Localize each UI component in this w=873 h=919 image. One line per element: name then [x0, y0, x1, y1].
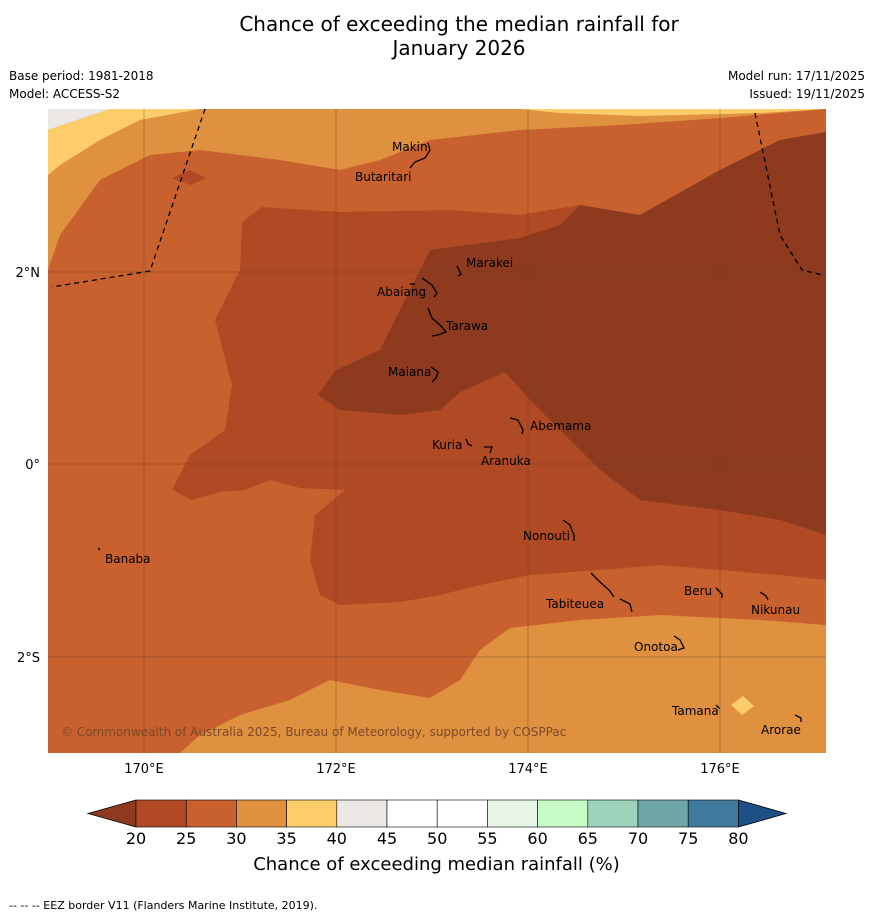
label-tamana: Tamana	[671, 704, 719, 718]
colorbar-tick-label: 45	[377, 829, 397, 848]
zone-35-40-nw	[48, 109, 200, 175]
label-beru: Beru	[684, 584, 712, 598]
y-tick-2s: 2°S	[17, 651, 40, 666]
issued-date: Issued: 19/11/2025	[749, 87, 865, 101]
label-tarawa: Tarawa	[445, 319, 488, 333]
axis-labels: 170°E 172°E 174°E 176°E 2°N 0° 2°S	[16, 266, 740, 777]
label-abaiang: Abaiang	[377, 285, 426, 299]
colorbar-bin	[286, 799, 338, 828]
label-nonouti: Nonouti	[523, 529, 570, 543]
label-abemama: Abemama	[530, 419, 591, 433]
label-makin: Makin	[392, 140, 428, 154]
island-labels: Makin Butaritari Marakei Abaiang Tarawa …	[105, 140, 801, 737]
title-line-1: Chance of exceeding the median rainfall …	[239, 12, 679, 36]
label-kuria: Kuria	[432, 438, 463, 452]
label-banaba: Banaba	[105, 552, 151, 566]
zone-35-40-n	[520, 109, 826, 116]
label-marakei: Marakei	[466, 256, 513, 270]
colorbar-tick-label: 35	[276, 829, 296, 848]
colorbar-tick-label: 40	[327, 829, 347, 848]
colorbar-tick-label: 25	[176, 829, 196, 848]
x-tick-176e: 176°E	[700, 762, 740, 777]
colorbar-bin	[537, 799, 589, 828]
copyright-text: © Commonwealth of Australia 2025, Bureau…	[61, 725, 566, 739]
island-outlines	[97, 142, 802, 722]
y-tick-2n: 2°N	[16, 266, 41, 281]
colorbar-tick-label: 65	[578, 829, 598, 848]
eez-footnote: -- -- -- EEZ border V11 (Flanders Marine…	[9, 899, 318, 912]
map-fill	[48, 109, 826, 753]
label-onotoa: Onotoa	[634, 640, 678, 654]
label-maiana: Maiana	[388, 365, 431, 379]
meta-right: Model run: 17/11/2025 Issued: 19/11/2025	[728, 67, 865, 103]
label-butaritari: Butaritari	[355, 170, 412, 184]
colorbar-title: Chance of exceeding median rainfall (%)	[253, 854, 620, 875]
colorbar-tick-label: 55	[477, 829, 497, 848]
label-aranuka: Aranuka	[481, 454, 531, 468]
model-name: Model: ACCESS-S2	[9, 87, 121, 101]
colorbar-bin	[687, 799, 739, 828]
label-nikunau: Nikunau	[751, 603, 800, 617]
label-arorae: Arorae	[761, 723, 801, 737]
colorbar-tick-label: 20	[126, 829, 146, 848]
colorbar-arrow-high	[738, 799, 788, 828]
colorbar-tick-label: 80	[728, 829, 748, 848]
x-tick-172e: 172°E	[316, 762, 356, 777]
colorbar-bin	[336, 799, 388, 828]
colorbar-tick-label: 30	[226, 829, 246, 848]
eez-border	[51, 108, 823, 288]
colorbar-tick-label: 60	[527, 829, 547, 848]
colorbar-tick-label: 50	[427, 829, 447, 848]
colorbar: 20 25 30 35 40 45 50 55 60 65 70 75 80	[86, 799, 788, 848]
map-title: Chance of exceeding the median rainfall …	[0, 12, 873, 60]
small-patch-south	[731, 696, 754, 715]
x-tick-170e: 170°E	[124, 762, 164, 777]
zone-below-20	[318, 132, 826, 535]
title-line-2: January 2026	[392, 36, 526, 60]
colorbar-bin	[386, 799, 438, 828]
y-tick-0: 0°	[25, 458, 40, 473]
label-tabiteuea: Tabiteuea	[545, 597, 604, 611]
colorbar-tick-label: 75	[678, 829, 698, 848]
colorbar-bin	[436, 799, 488, 828]
colorbar-bin	[637, 799, 689, 828]
colorbar-bin	[185, 799, 237, 828]
model-run: Model run: 17/11/2025	[727, 69, 865, 83]
colorbar-bin	[487, 799, 538, 828]
colorbar-bin	[135, 799, 187, 828]
base-period: Base period: 1981-2018	[9, 69, 154, 83]
colorbar-bin	[236, 799, 287, 828]
graticule	[48, 109, 826, 753]
colorbar-bin	[587, 799, 639, 828]
colorbar-tick-label: 70	[628, 829, 648, 848]
x-tick-174e: 174°E	[508, 762, 548, 777]
colorbar-arrow-low	[86, 799, 137, 828]
meta-left: Base period: 1981-2018 Model: ACCESS-S2	[9, 67, 154, 103]
